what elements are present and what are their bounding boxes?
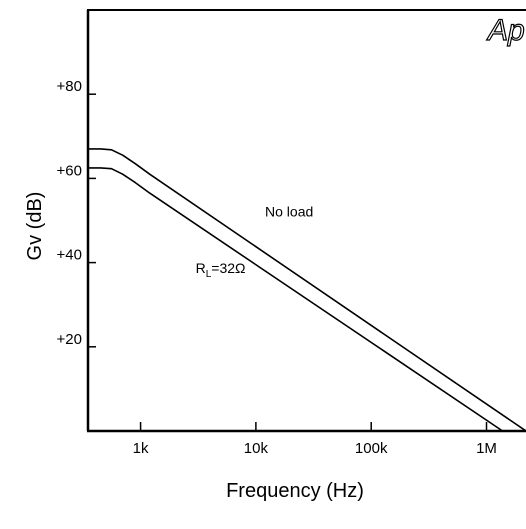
annotation-rl-subscript: L (206, 269, 212, 280)
x-tick-label: 1k (133, 440, 149, 457)
annotation-rl-value: =32Ω (211, 260, 245, 276)
x-tick-label: 100k (355, 440, 388, 457)
annotation-rl-main: R (196, 260, 206, 276)
y-tick-label: +40 (57, 247, 82, 264)
logo-text: Ap (486, 14, 525, 47)
x-axis-title: Frequency (Hz) (226, 480, 364, 502)
y-tick-label: +20 (57, 331, 82, 348)
series-layer (88, 148, 526, 432)
y-ticks: +20 +40 +60 +80 (57, 78, 96, 348)
x-ticks: 1k 10k 100k 1M (133, 422, 497, 457)
series-line-rl-32-ohm (88, 167, 504, 432)
x-tick-label: 1M (476, 440, 497, 457)
annotation-no-load: No load (265, 203, 313, 219)
x-tick-label: 10k (244, 440, 269, 457)
series-line-no-load (88, 148, 526, 432)
plot-area: 1k 10k 100k 1M +20 +40 +60 +80 No load RL=32Ω (57, 9, 526, 457)
y-tick-label: +80 (57, 78, 82, 95)
annotation-rl-32-ohm: RL=32Ω (196, 260, 246, 280)
annotation-layer: No load RL=32Ω (196, 203, 314, 280)
y-tick-label: +60 (57, 162, 82, 179)
y-axis-title: Gv (dB) (24, 192, 46, 261)
